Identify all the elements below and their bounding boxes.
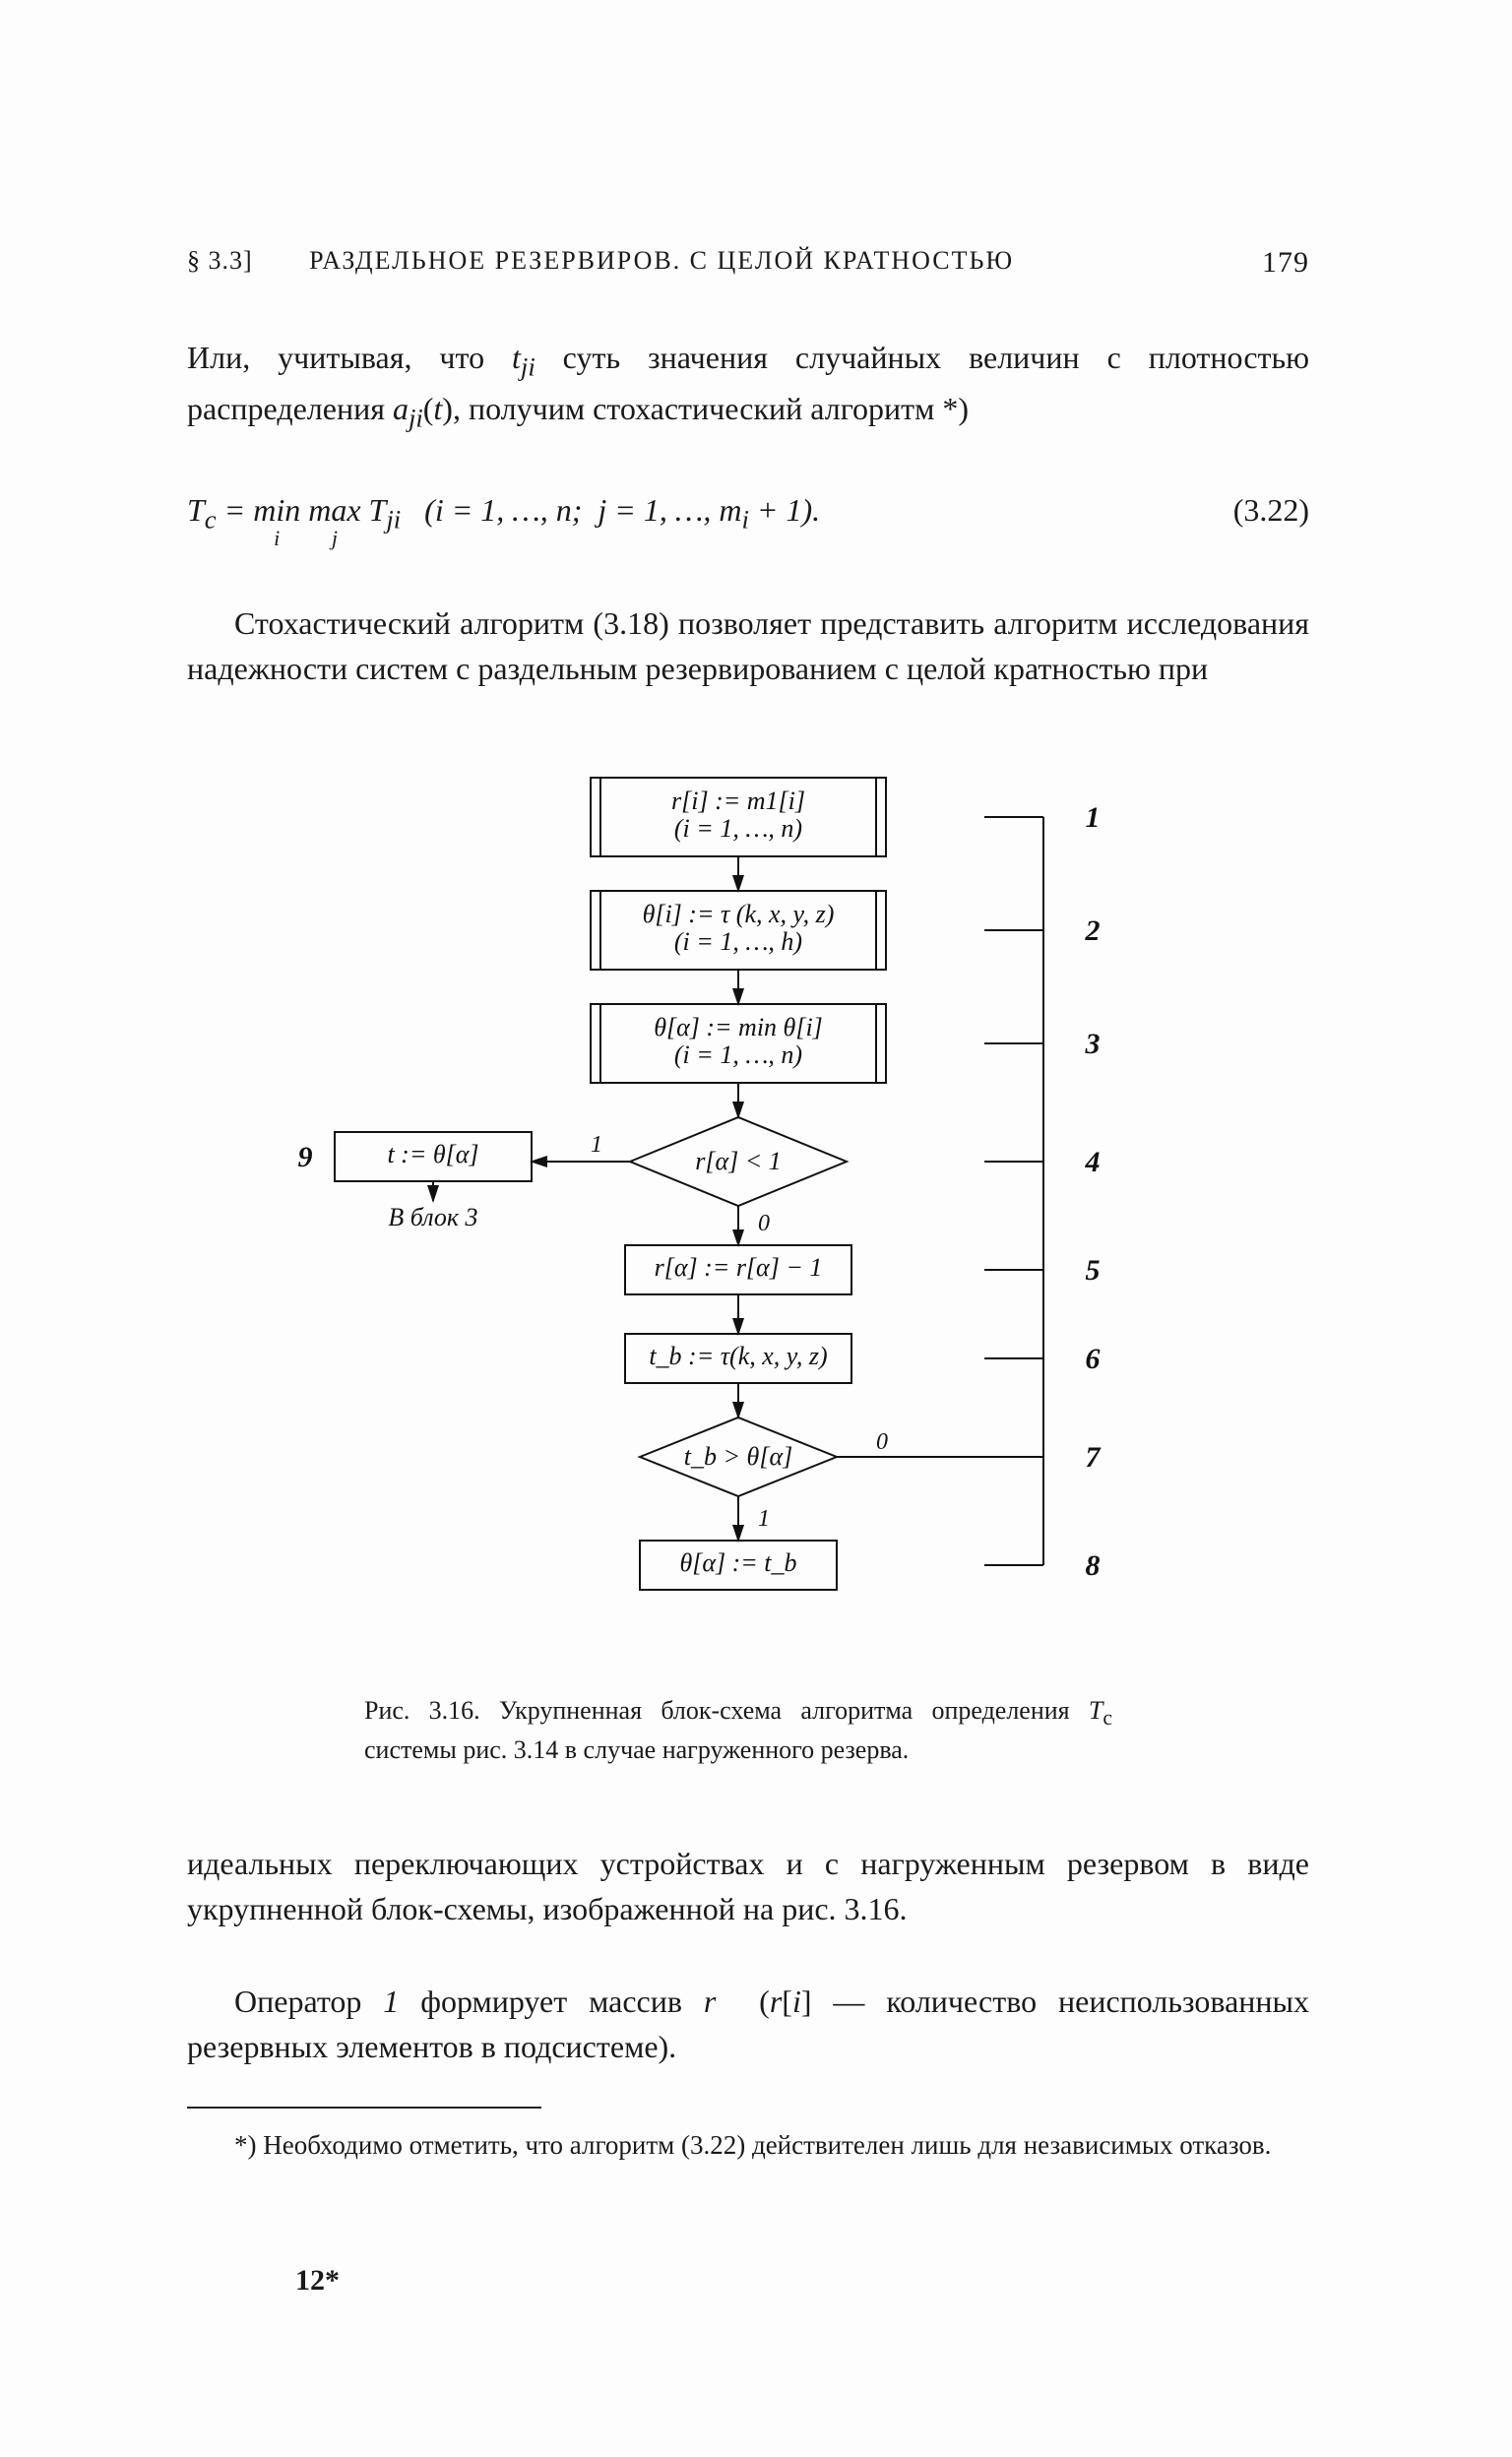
flowchart-figure: 12345678r[i] := m1[i](i = 1, …, n)θ[i] :… bbox=[295, 758, 1181, 1683]
svg-text:5: 5 bbox=[1086, 1254, 1101, 1287]
page: § 3.3] РАЗДЕЛЬНОЕ РЕЗЕРВИРОВ. С ЦЕЛОЙ КР… bbox=[0, 0, 1512, 2457]
section-label: § 3.3] bbox=[187, 246, 253, 275]
svg-text:θ[i] := τ (k, x, y, z): θ[i] := τ (k, x, y, z) bbox=[643, 900, 835, 928]
running-title: РАЗДЕЛЬНОЕ РЕЗЕРВИРОВ. С ЦЕЛОЙ КРАТНОСТЬ… bbox=[309, 246, 1014, 275]
svg-text:В блок 3: В блок 3 bbox=[388, 1203, 477, 1231]
svg-text:9: 9 bbox=[298, 1141, 313, 1173]
equation-3-22: Tc = mini maxj Tji (i = 1, …, n; j = 1, … bbox=[187, 492, 1309, 548]
equation-number: (3.22) bbox=[1233, 492, 1309, 529]
paragraph-2: Стохастический алгоритм (3.18) позволяет… bbox=[187, 600, 1309, 692]
svg-text:r[α] < 1: r[α] < 1 bbox=[695, 1147, 782, 1175]
svg-text:θ[α] := min θ[i]: θ[α] := min θ[i] bbox=[654, 1013, 823, 1041]
paragraph-4: Оператор 1 формирует массив r (r[i] — ко… bbox=[187, 1979, 1309, 2070]
svg-text:1: 1 bbox=[591, 1132, 602, 1158]
footnote-rule bbox=[187, 2107, 541, 2109]
svg-text:1: 1 bbox=[1086, 801, 1101, 834]
paragraph-1: Или, учитывая, что tji суть значения слу… bbox=[187, 335, 1309, 437]
svg-text:t_b > θ[α]: t_b > θ[α] bbox=[684, 1442, 792, 1471]
svg-text:r[i] := m1[i]: r[i] := m1[i] bbox=[671, 787, 805, 815]
svg-text:6: 6 bbox=[1086, 1343, 1101, 1375]
svg-text:2: 2 bbox=[1085, 914, 1101, 947]
svg-text:r[α] := r[α] − 1: r[α] := r[α] − 1 bbox=[655, 1253, 823, 1282]
svg-text:1: 1 bbox=[758, 1506, 770, 1532]
svg-text:3: 3 bbox=[1085, 1028, 1101, 1060]
paragraph-3: идеальных переключающих устройствах и с … bbox=[187, 1841, 1309, 1932]
svg-text:θ[α] := t_b: θ[α] := t_b bbox=[679, 1548, 796, 1577]
svg-text:t := θ[α]: t := θ[α] bbox=[387, 1140, 478, 1168]
svg-text:t_b := τ(k, x, y, z): t_b := τ(k, x, y, z) bbox=[649, 1342, 827, 1370]
svg-text:8: 8 bbox=[1086, 1549, 1101, 1582]
svg-text:4: 4 bbox=[1085, 1146, 1101, 1178]
svg-text:(i = 1, …, n): (i = 1, …, n) bbox=[674, 1040, 802, 1069]
flowchart-svg: 12345678r[i] := m1[i](i = 1, …, n)θ[i] :… bbox=[295, 758, 1181, 1673]
page-number: 179 bbox=[1262, 246, 1309, 280]
figure-caption: Рис. 3.16. Укрупненная блок-схема алгори… bbox=[364, 1693, 1112, 1768]
svg-text:0: 0 bbox=[876, 1429, 888, 1455]
svg-text:7: 7 bbox=[1086, 1441, 1102, 1474]
running-header: § 3.3] РАЗДЕЛЬНОЕ РЕЗЕРВИРОВ. С ЦЕЛОЙ КР… bbox=[187, 246, 1309, 280]
svg-text:(i = 1, …, h): (i = 1, …, h) bbox=[674, 927, 802, 956]
footnote: *) Необходимо отметить, что алгоритм (3.… bbox=[187, 2126, 1309, 2165]
svg-text:(i = 1, …, n): (i = 1, …, n) bbox=[674, 814, 802, 843]
svg-text:0: 0 bbox=[758, 1211, 770, 1236]
signature-mark: 12* bbox=[295, 2264, 340, 2298]
